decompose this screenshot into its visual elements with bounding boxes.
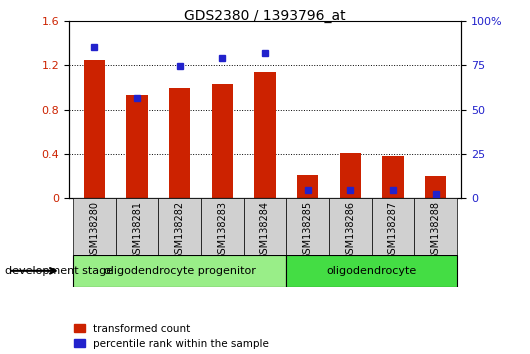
Text: development stage: development stage: [5, 266, 113, 276]
Text: GDS2380 / 1393796_at: GDS2380 / 1393796_at: [184, 9, 346, 23]
Bar: [244, 198, 286, 255]
Bar: [286, 255, 457, 287]
Bar: [84, 60, 105, 198]
Bar: [297, 175, 319, 198]
Bar: [286, 198, 329, 255]
Text: oligodendrocyte: oligodendrocyte: [326, 266, 417, 276]
Text: GSM138282: GSM138282: [175, 201, 185, 260]
Bar: [329, 198, 372, 255]
Bar: [372, 198, 414, 255]
Bar: [201, 198, 244, 255]
Bar: [158, 198, 201, 255]
Text: GSM138284: GSM138284: [260, 201, 270, 260]
Text: GSM138280: GSM138280: [90, 201, 100, 260]
Text: oligodendrocyte progenitor: oligodendrocyte progenitor: [104, 266, 255, 276]
Bar: [73, 198, 116, 255]
Text: GSM138287: GSM138287: [388, 201, 398, 260]
Text: GSM138288: GSM138288: [430, 201, 440, 260]
Bar: [425, 176, 446, 198]
Text: GSM138281: GSM138281: [132, 201, 142, 260]
Text: GSM138283: GSM138283: [217, 201, 227, 260]
Bar: [211, 84, 233, 198]
Bar: [73, 255, 286, 287]
Bar: [382, 156, 403, 198]
Text: GSM138285: GSM138285: [303, 201, 313, 260]
Text: GSM138286: GSM138286: [345, 201, 355, 260]
Legend: transformed count, percentile rank within the sample: transformed count, percentile rank withi…: [74, 324, 269, 349]
Bar: [414, 198, 457, 255]
Bar: [116, 198, 158, 255]
Bar: [340, 153, 361, 198]
Bar: [254, 72, 276, 198]
Bar: [127, 95, 148, 198]
Bar: [169, 88, 190, 198]
